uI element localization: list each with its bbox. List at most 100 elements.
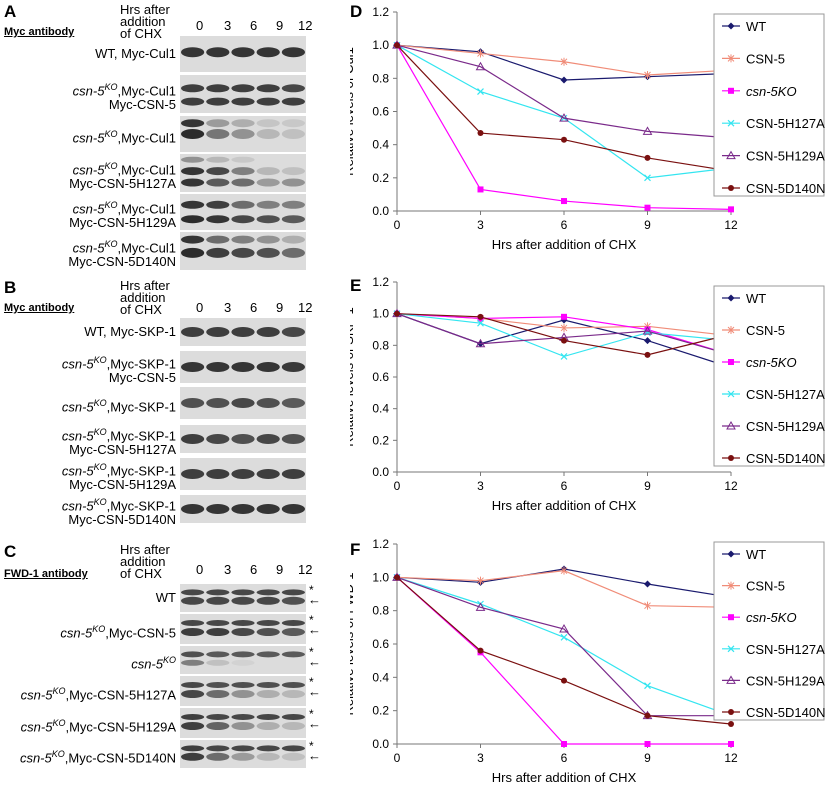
y-tick-label: 0.0	[372, 465, 389, 479]
data-point-marker	[644, 601, 651, 610]
blot-band	[181, 469, 205, 479]
blot-band	[281, 714, 305, 720]
blot-band	[206, 628, 230, 636]
panel-letter-c: C	[4, 542, 17, 561]
blot-band	[181, 722, 205, 730]
fwd1-band-arrow-icon: ←	[308, 716, 321, 731]
panel-letter-f: F	[350, 540, 361, 559]
blot-strip	[180, 458, 306, 490]
data-point-marker	[728, 614, 734, 621]
data-point-marker	[728, 87, 734, 94]
data-point-marker	[727, 294, 735, 302]
blot-band	[231, 434, 255, 444]
blot-band	[256, 47, 280, 58]
blot-band	[256, 682, 280, 688]
legend-entry: WT	[746, 19, 766, 34]
data-point-marker	[477, 576, 484, 585]
blot-band	[181, 596, 205, 605]
blot-band	[256, 200, 280, 209]
blot-band	[281, 235, 305, 244]
blot-band	[206, 84, 230, 93]
data-point-marker	[644, 71, 651, 80]
data-point-marker	[644, 351, 651, 358]
legend-entry: WT	[746, 547, 766, 562]
blot-band	[281, 247, 305, 258]
blot-band	[206, 362, 230, 372]
y-tick-label: 0.6	[372, 105, 389, 119]
blot-band	[256, 215, 280, 224]
blot-band	[181, 362, 205, 372]
blot-band	[181, 200, 205, 209]
blot-row-label: csn-5KO,Myc-Cul1 Myc-CSN-5H129A	[69, 200, 176, 231]
blot-strip	[180, 614, 306, 644]
blot-band	[231, 589, 255, 596]
series-line	[396, 313, 732, 356]
blot-band	[206, 327, 230, 337]
panel-letter-b: B	[4, 278, 17, 297]
series-line	[396, 44, 732, 139]
data-point-marker	[727, 326, 735, 334]
blot-band	[206, 690, 230, 698]
blot-band	[206, 235, 230, 244]
y-tick-label: 0.2	[372, 171, 389, 185]
legend-entry: CSN-5	[746, 579, 785, 594]
data-point-marker	[560, 76, 568, 84]
blot-band	[281, 469, 305, 479]
data-point-marker	[728, 741, 734, 747]
blot-band	[206, 714, 230, 720]
data-point-marker	[726, 420, 736, 430]
blot-band	[206, 596, 230, 605]
series-line	[396, 576, 732, 725]
blot-band	[206, 398, 230, 408]
data-point-marker	[644, 174, 651, 182]
data-point-marker	[727, 119, 735, 127]
y-tick-label: 0.6	[372, 370, 389, 384]
blot-band	[256, 362, 280, 372]
blot-band	[281, 722, 305, 730]
blot-band	[256, 596, 280, 605]
data-point-marker	[728, 455, 734, 461]
data-point-marker	[727, 22, 735, 30]
blot-band	[206, 129, 230, 139]
legend-entry: CSN-5H129A	[746, 149, 825, 164]
blot-band	[231, 215, 255, 224]
blot-band	[281, 690, 305, 698]
blot-band	[256, 119, 280, 128]
timepoint-label: 0	[196, 562, 204, 577]
blot-band	[181, 129, 205, 139]
blot-strip	[180, 75, 306, 113]
blot-row-label: csn-5KO,Myc-CSN-5D140N	[19, 749, 176, 766]
legend-entry: CSN-5D140N	[746, 181, 825, 196]
blot-strip	[180, 387, 306, 419]
y-axis-label: Relative levels of SKP-1	[350, 307, 356, 446]
y-tick-label: 1.2	[372, 5, 389, 19]
blot-band	[206, 200, 230, 209]
blot-band	[181, 84, 205, 93]
legend-box	[713, 13, 825, 197]
blot-band	[231, 659, 255, 666]
y-tick-label: 0.8	[372, 604, 389, 618]
blot-band	[206, 247, 230, 258]
panel-b-hrs-header: Hrs after addition of CHX	[120, 278, 170, 317]
blot-band	[281, 398, 305, 408]
data-point-marker	[727, 550, 735, 558]
chart-e-skp1: 0.0 0.2 0.4 0.6 0.8 1.0 1.2 0 3 6 9 12 Hrs after add…	[350, 275, 825, 513]
timepoint-label: 6	[250, 562, 258, 577]
fwd1-band-arrow-icon: ←	[308, 622, 321, 637]
blot-band	[206, 215, 230, 224]
blot-band	[231, 97, 255, 106]
blot-band	[231, 469, 255, 479]
y-tick-label: 1.2	[372, 275, 389, 289]
legend-entry: CSN-5H127A	[746, 387, 825, 402]
blot-strip	[180, 646, 306, 674]
blot-strip	[180, 154, 306, 192]
y-tick-label: 0.0	[372, 204, 389, 218]
blot-band	[281, 129, 305, 139]
timepoint-label: 12	[298, 562, 313, 577]
data-point-marker	[642, 126, 653, 135]
y-tick-label: 0.4	[372, 402, 389, 416]
blot-band	[281, 504, 305, 514]
data-point-marker	[477, 647, 484, 654]
blot-band	[281, 596, 305, 605]
data-point-marker	[728, 185, 734, 191]
